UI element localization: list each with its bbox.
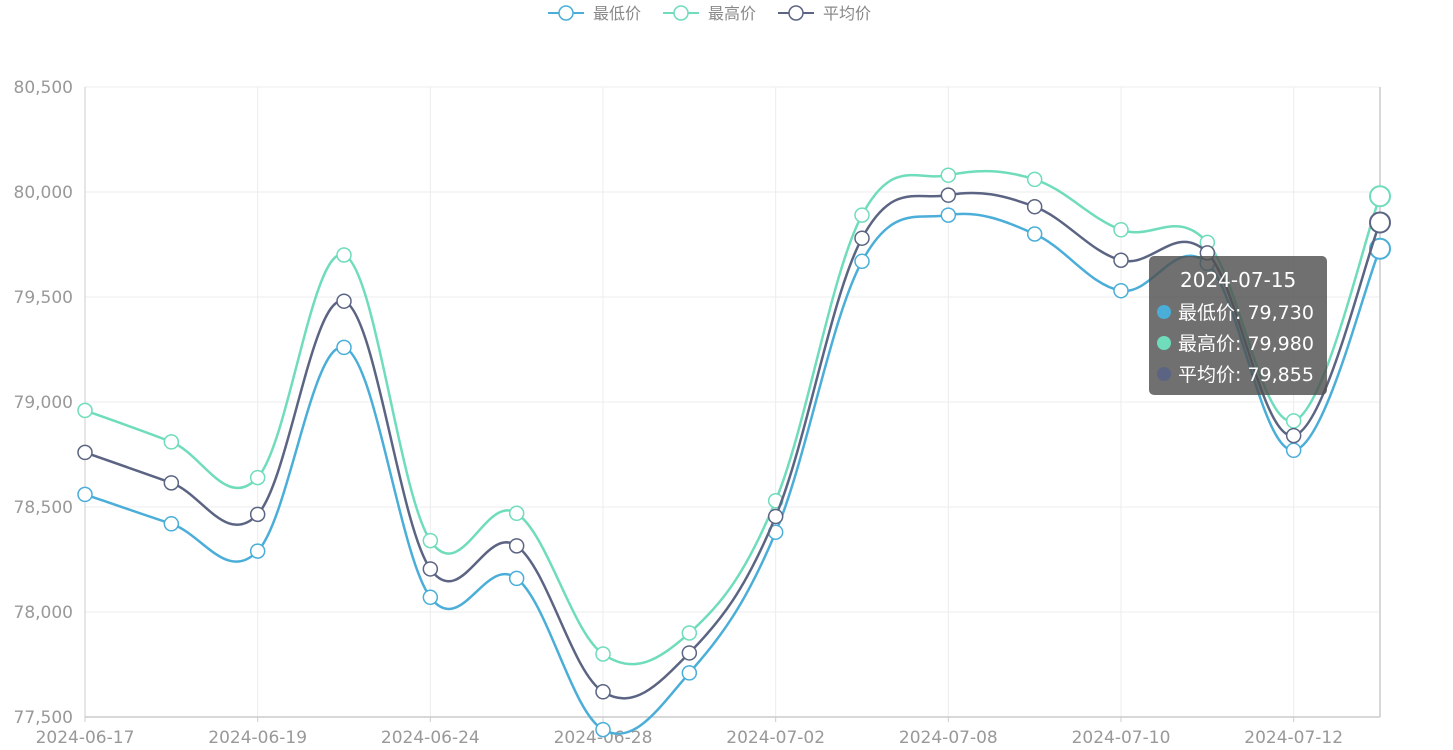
y-tick-label: 80,500: [14, 78, 73, 98]
x-tick-label: 2024-07-10: [1072, 728, 1171, 748]
data-point[interactable]: [77, 444, 93, 461]
y-tick-label: 78,500: [14, 498, 73, 518]
data-point[interactable]: [508, 538, 525, 554]
axis-layer: 77,500 78,000 78,500 79,000 79,500 80,000 80,5…: [14, 78, 1381, 748]
data-point[interactable]: [940, 207, 957, 223]
series-line: [84, 169, 1382, 666]
legend-label: 平均价: [823, 4, 871, 23]
y-tick-label: 78,000: [14, 603, 73, 623]
data-point[interactable]: [163, 475, 180, 491]
data-point[interactable]: [595, 684, 611, 700]
data-point[interactable]: [1285, 413, 1302, 429]
x-tick-label: 2024-06-17: [36, 728, 135, 748]
data-point[interactable]: [336, 293, 352, 309]
tooltip: 2024-07-15 最低价: 79,730 最高价: 79,980 平均价: 79,…: [1149, 256, 1327, 395]
data-point[interactable]: [1285, 442, 1302, 459]
legend-label: 最高价: [708, 4, 756, 23]
data-point[interactable]: [1285, 427, 1302, 444]
legend-label: 最低价: [593, 4, 641, 23]
data-point[interactable]: [163, 434, 180, 450]
legend-marker: [788, 5, 804, 21]
x-tick-label: 2024-07-12: [1244, 728, 1343, 748]
data-point[interactable]: [249, 469, 266, 486]
tooltip-box: [1149, 256, 1327, 395]
tooltip-item: 最低价: 79,730: [1178, 302, 1314, 324]
data-point[interactable]: [77, 486, 93, 503]
series-line: [84, 191, 1382, 700]
data-point[interactable]: [336, 339, 352, 356]
x-tick-label: 2024-07-08: [899, 728, 998, 748]
data-point[interactable]: [940, 167, 957, 183]
data-point[interactable]: [1026, 226, 1043, 242]
data-point[interactable]: [508, 505, 525, 522]
x-tick-label: 2024-06-24: [381, 728, 480, 748]
data-point[interactable]: [681, 645, 698, 661]
data-point[interactable]: [681, 625, 698, 641]
data-point[interactable]: [940, 187, 957, 203]
legend[interactable]: 最低价 最高价 平均价: [548, 4, 871, 23]
series-2: [77, 167, 1391, 666]
tooltip-swatch: [1157, 305, 1171, 319]
series-layer: [77, 167, 1391, 738]
grid-layer: [85, 86, 1380, 718]
data-point[interactable]: [1369, 211, 1391, 234]
data-point[interactable]: [422, 561, 439, 577]
data-point[interactable]: [595, 646, 611, 662]
data-point[interactable]: [77, 402, 93, 419]
data-point[interactable]: [854, 207, 870, 223]
data-point[interactable]: [1026, 198, 1043, 215]
data-point[interactable]: [336, 247, 352, 263]
data-point[interactable]: [1026, 171, 1043, 188]
data-point[interactable]: [422, 589, 439, 606]
y-tick-label: 77,500: [14, 708, 73, 728]
x-tick-label: 2024-07-02: [726, 728, 825, 748]
data-point[interactable]: [1113, 252, 1129, 268]
legend-item[interactable]: 最高价: [663, 4, 756, 23]
tooltip-item: 平均价: 79,855: [1178, 364, 1314, 386]
tooltip-item: 最高价: 79,980: [1178, 333, 1314, 355]
data-point[interactable]: [163, 516, 180, 532]
data-point[interactable]: [508, 570, 525, 587]
series-3: [77, 187, 1391, 700]
tooltip-swatch: [1157, 336, 1171, 350]
x-tick-label: 2024-06-19: [208, 728, 307, 748]
legend-marker: [673, 5, 689, 21]
data-point[interactable]: [681, 665, 698, 681]
tooltip-swatch: [1157, 367, 1171, 381]
data-point[interactable]: [422, 532, 439, 549]
data-point[interactable]: [1369, 185, 1391, 208]
data-point[interactable]: [767, 508, 784, 525]
legend-item[interactable]: 平均价: [778, 4, 871, 23]
y-tick-label: 80,000: [14, 183, 73, 203]
legend-marker: [558, 5, 574, 21]
data-point[interactable]: [595, 721, 611, 738]
data-point[interactable]: [854, 253, 870, 270]
data-point[interactable]: [1113, 222, 1129, 238]
y-tick-label: 79,000: [14, 393, 73, 413]
data-point[interactable]: [249, 506, 266, 523]
data-point[interactable]: [1113, 282, 1129, 299]
data-point[interactable]: [249, 543, 266, 559]
tooltip-title: 2024-07-15: [1180, 268, 1296, 292]
data-point[interactable]: [854, 230, 870, 246]
y-tick-label: 79,500: [14, 288, 73, 308]
legend-item[interactable]: 最低价: [548, 4, 641, 23]
